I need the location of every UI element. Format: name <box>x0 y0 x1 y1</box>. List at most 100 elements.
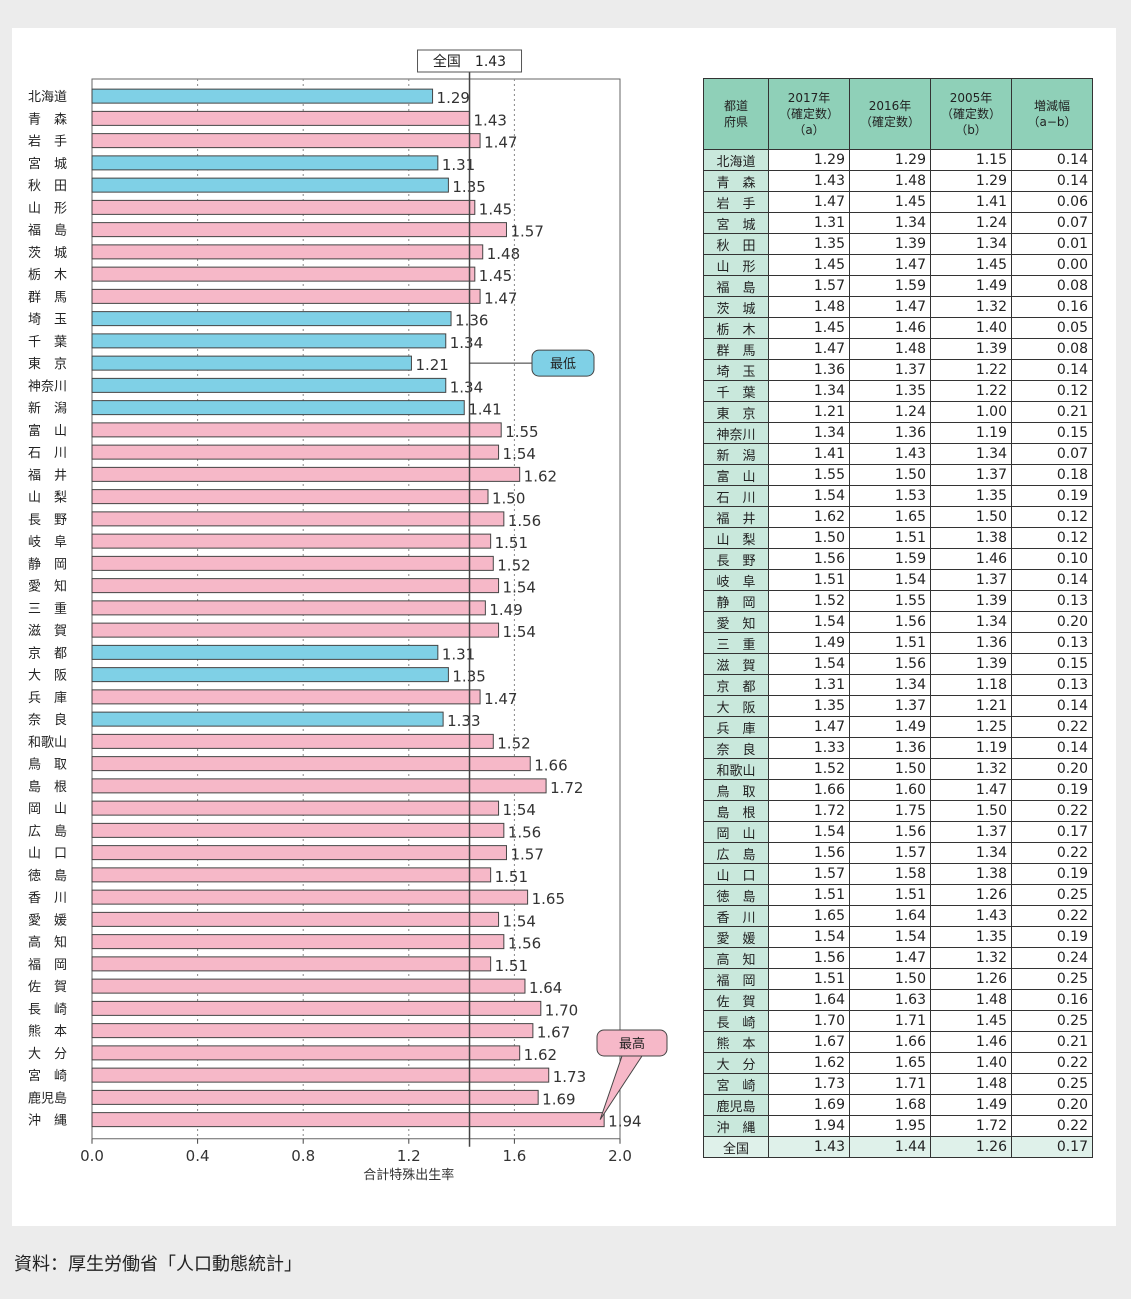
table-row: 東 京 1.21 1.24 1.00 0.21 <box>703 401 1093 423</box>
data-label: 1.62 <box>524 1046 557 1064</box>
table-cell-value: 0.25 <box>1011 1010 1093 1032</box>
table-cell-value: 1.51 <box>849 632 931 654</box>
data-label: 1.41 <box>468 401 501 419</box>
table-cell-value: 1.32 <box>930 758 1012 780</box>
x-axis-label: 合計特殊出生率 <box>363 1167 454 1183</box>
table-cell-value: 1.71 <box>849 1010 931 1032</box>
table-cell-value: 1.39 <box>849 233 931 255</box>
category-label: 佐 賀 <box>28 980 67 995</box>
table-cell-value: 1.56 <box>768 947 850 969</box>
category-label: 大 阪 <box>28 669 67 684</box>
table-cell-value: 1.51 <box>849 884 931 906</box>
table-cell-value: 1.51 <box>768 884 850 906</box>
table-cell-value: 1.54 <box>849 926 931 948</box>
table-row: 茨 城 1.48 1.47 1.32 0.16 <box>703 296 1093 318</box>
table-cell-value: 0.07 <box>1011 443 1093 465</box>
table-cell-value: 0.06 <box>1011 191 1093 213</box>
table-cell-value: 0.20 <box>1011 611 1093 633</box>
table-cell-value: 1.70 <box>768 1010 850 1032</box>
table-cell-value: 1.95 <box>849 1115 931 1137</box>
table-cell-value: 1.50 <box>849 758 931 780</box>
table-cell-value: 1.34 <box>930 842 1012 864</box>
table-cell-value: 1.31 <box>768 674 850 696</box>
bar <box>91 511 505 527</box>
table-row: 宮 崎 1.73 1.71 1.48 0.25 <box>703 1073 1093 1095</box>
table-cell-value: 1.35 <box>930 485 1012 507</box>
table-cell-value: 1.19 <box>930 737 1012 759</box>
bar <box>91 644 439 660</box>
data-label: 1.54 <box>503 912 536 930</box>
table-row: 青 森 1.43 1.48 1.29 0.14 <box>703 170 1093 192</box>
table-cell-value: 0.22 <box>1011 1115 1093 1137</box>
table-row: 兵 庫 1.47 1.49 1.25 0.22 <box>703 716 1093 738</box>
category-label: 愛 媛 <box>28 913 67 928</box>
table-cell-value: 1.47 <box>768 191 850 213</box>
table-cell-value: 1.56 <box>849 821 931 843</box>
category-label: 三 重 <box>28 601 67 617</box>
table-cell-prefecture: 岩 手 <box>703 191 769 213</box>
category-label: 京 都 <box>28 646 67 661</box>
table-cell-value: 1.56 <box>768 842 850 864</box>
table-cell-value: 1.29 <box>849 149 931 171</box>
data-label: 1.57 <box>510 223 543 241</box>
table-cell-prefecture: 大 阪 <box>703 695 769 717</box>
table-cell-value: 1.54 <box>768 485 850 507</box>
table-row: 富 山 1.55 1.50 1.37 0.18 <box>703 464 1093 486</box>
table-cell-value: 1.48 <box>849 170 931 192</box>
category-label: 鹿児島 <box>28 1090 67 1106</box>
table-row: 群 馬 1.47 1.48 1.39 0.08 <box>703 338 1093 360</box>
category-label: 神奈川 <box>28 379 67 394</box>
table-cell-value: 1.53 <box>849 485 931 507</box>
table-cell-value: 0.12 <box>1011 380 1093 402</box>
table-cell-value: 1.48 <box>768 296 850 318</box>
bar <box>91 667 449 683</box>
table-cell-value: 1.18 <box>930 674 1012 696</box>
table-row: 長 野 1.56 1.59 1.46 0.10 <box>703 548 1093 570</box>
table-cell-value: 1.59 <box>849 548 931 570</box>
table-cell-prefecture: 滋 賀 <box>703 653 769 675</box>
table-cell-value: 1.69 <box>768 1094 850 1116</box>
table-cell-value: 0.16 <box>1011 296 1093 318</box>
table-cell-prefecture: 千 葉 <box>703 380 769 402</box>
data-label: 1.31 <box>442 645 475 663</box>
table-cell-value: 0.21 <box>1011 1031 1093 1053</box>
x-tick-label: 0.0 <box>80 1147 104 1165</box>
bar <box>91 422 502 438</box>
table-cell-value: 1.21 <box>768 401 850 423</box>
table-cell-value: 1.31 <box>768 212 850 234</box>
table-cell-value: 1.55 <box>849 590 931 612</box>
table-cell-value: 1.64 <box>768 989 850 1011</box>
category-label: 山 口 <box>28 847 67 862</box>
table-row: 北海道 1.29 1.29 1.15 0.14 <box>703 149 1093 171</box>
table-cell-value: 0.14 <box>1011 737 1093 759</box>
table-cell-prefecture: 新 潟 <box>703 443 769 465</box>
table-cell-value: 0.13 <box>1011 674 1093 696</box>
data-label: 1.45 <box>479 267 512 285</box>
lowest-callout-label: 最低 <box>550 357 576 372</box>
bar <box>91 489 489 505</box>
bar <box>91 956 492 972</box>
table-row: 香 川 1.65 1.64 1.43 0.22 <box>703 905 1093 927</box>
table-row: 宮 城 1.31 1.34 1.24 0.07 <box>703 212 1093 234</box>
bar <box>91 845 507 861</box>
table-cell-value: 1.36 <box>930 632 1012 654</box>
bar <box>91 1112 605 1128</box>
bar <box>91 911 500 927</box>
data-label: 1.57 <box>510 846 543 864</box>
data-label: 1.34 <box>450 378 483 396</box>
category-label: 長 野 <box>28 513 67 528</box>
table-row: 神奈川 1.34 1.36 1.19 0.15 <box>703 422 1093 444</box>
table-cell-value: 1.57 <box>768 863 850 885</box>
category-label: 徳 島 <box>28 869 67 884</box>
data-label: 1.50 <box>492 490 525 508</box>
x-tick-label: 0.4 <box>186 1147 210 1165</box>
data-label: 1.56 <box>508 935 541 953</box>
table-cell-value: 1.22 <box>930 359 1012 381</box>
table-cell-value: 1.24 <box>849 401 931 423</box>
table-cell-value: 0.22 <box>1011 1052 1093 1074</box>
category-label: 宮 城 <box>28 156 67 172</box>
table-cell-value: 0.22 <box>1011 905 1093 927</box>
table-row: 徳 島 1.51 1.51 1.26 0.25 <box>703 884 1093 906</box>
table-row: 山 形 1.45 1.47 1.45 0.00 <box>703 254 1093 276</box>
table-row: 京 都 1.31 1.34 1.18 0.13 <box>703 674 1093 696</box>
